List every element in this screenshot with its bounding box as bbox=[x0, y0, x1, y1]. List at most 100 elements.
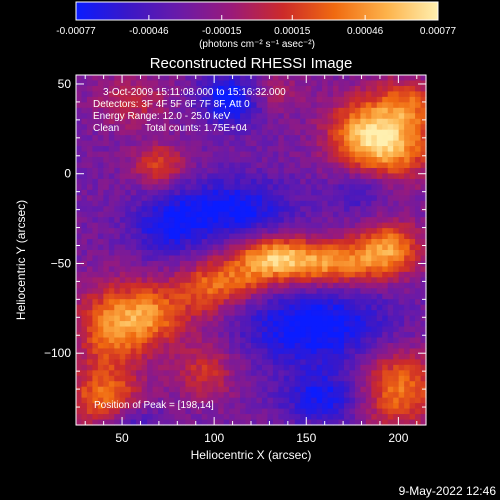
heatmap-cell bbox=[415, 173, 422, 180]
heatmap-cell bbox=[365, 228, 372, 235]
heatmap-cell bbox=[261, 370, 269, 377]
heatmap-cell bbox=[415, 408, 422, 415]
heatmap-cell bbox=[333, 217, 340, 224]
heatmap-cell bbox=[387, 96, 394, 103]
heatmap-cell bbox=[86, 135, 94, 142]
heatmap-cell bbox=[338, 200, 345, 207]
heatmap-cell bbox=[251, 96, 258, 103]
heatmap-cell bbox=[289, 85, 296, 93]
heatmap-cell bbox=[207, 348, 214, 355]
heatmap-cell bbox=[316, 124, 323, 131]
heatmap-cell bbox=[294, 414, 301, 421]
heatmap-cell bbox=[267, 348, 274, 355]
heatmap-cell bbox=[349, 364, 356, 371]
heatmap-cell bbox=[415, 392, 422, 399]
heatmap-cell bbox=[338, 277, 345, 284]
heatmap-cell bbox=[130, 200, 137, 207]
heatmap-cell bbox=[218, 397, 225, 404]
heatmap-cell bbox=[234, 359, 241, 366]
heatmap-cell bbox=[245, 96, 252, 103]
heatmap-cell bbox=[272, 206, 279, 213]
heatmap-cell bbox=[86, 233, 94, 240]
heatmap-cell bbox=[393, 85, 400, 93]
heatmap-cell bbox=[420, 102, 427, 109]
heatmap-cell bbox=[114, 233, 121, 240]
heatmap-cell bbox=[223, 310, 230, 317]
heatmap-cell bbox=[354, 113, 361, 120]
heatmap-cell bbox=[196, 282, 203, 289]
heatmap-cell bbox=[190, 386, 197, 393]
heatmap-cell bbox=[125, 184, 132, 191]
heatmap-cell bbox=[322, 386, 329, 393]
heatmap-cell bbox=[245, 140, 252, 147]
heatmap-cell bbox=[376, 135, 383, 142]
heatmap-cell bbox=[179, 353, 186, 360]
heatmap-cell bbox=[294, 337, 301, 344]
heatmap-cell bbox=[272, 91, 279, 98]
heatmap-cell bbox=[322, 80, 329, 87]
heatmap-cell bbox=[196, 326, 203, 333]
heatmap-cell bbox=[168, 255, 176, 262]
heatmap-cell bbox=[300, 250, 307, 257]
heatmap-cell bbox=[278, 332, 285, 339]
heatmap-cell bbox=[158, 282, 165, 289]
heatmap-cell bbox=[81, 397, 88, 404]
heatmap-cell bbox=[229, 162, 236, 169]
heatmap-cell bbox=[420, 370, 427, 377]
heatmap-cell bbox=[119, 195, 126, 202]
heatmap-cell bbox=[163, 260, 170, 268]
heatmap-cell bbox=[420, 129, 427, 136]
heatmap-cell bbox=[163, 140, 170, 147]
heatmap-cell bbox=[147, 200, 154, 207]
heatmap-cell bbox=[261, 228, 269, 235]
heatmap-cell bbox=[322, 217, 329, 224]
x-tick-label: 200 bbox=[388, 431, 408, 445]
heatmap-cell bbox=[168, 282, 176, 289]
heatmap-cell bbox=[76, 326, 83, 333]
heatmap-cell bbox=[207, 282, 214, 289]
heatmap-cell bbox=[333, 326, 340, 333]
heatmap-cell bbox=[311, 381, 318, 388]
heatmap-cell bbox=[382, 233, 389, 240]
heatmap-cell bbox=[119, 321, 126, 328]
heatmap-cell bbox=[240, 184, 247, 191]
y-tick-label: −50 bbox=[51, 256, 72, 270]
heatmap-cell bbox=[283, 326, 290, 333]
heatmap-cell bbox=[218, 277, 225, 284]
heatmap-cell bbox=[283, 162, 290, 169]
heatmap-cell bbox=[343, 342, 351, 350]
heatmap-cell bbox=[343, 419, 351, 426]
heatmap-cell bbox=[168, 381, 176, 388]
heatmap-cell bbox=[278, 342, 285, 350]
heatmap-cell bbox=[158, 244, 165, 251]
heatmap-cell bbox=[163, 255, 170, 262]
heatmap-cell bbox=[158, 260, 165, 268]
heatmap-cell bbox=[376, 162, 383, 169]
heatmap-cell bbox=[349, 189, 356, 196]
heatmap-cell bbox=[81, 332, 88, 339]
heatmap-cell bbox=[136, 326, 143, 333]
heatmap-cell bbox=[103, 414, 110, 421]
heatmap-cell bbox=[289, 419, 296, 426]
heatmap-cell bbox=[354, 321, 361, 328]
heatmap-cell bbox=[338, 414, 345, 421]
heatmap-cell bbox=[267, 124, 274, 131]
heatmap-cell bbox=[103, 233, 110, 240]
heatmap-cell bbox=[218, 359, 225, 366]
heatmap-cell bbox=[130, 118, 137, 125]
heatmap-cell bbox=[179, 419, 186, 426]
heatmap-cell bbox=[86, 173, 94, 180]
heatmap-cell bbox=[76, 189, 83, 196]
heatmap-cell bbox=[283, 364, 290, 371]
heatmap-cell bbox=[174, 326, 181, 333]
heatmap-cell bbox=[376, 129, 383, 136]
heatmap-cell bbox=[327, 189, 334, 196]
heatmap-cell bbox=[382, 85, 389, 93]
heatmap-cell bbox=[278, 250, 285, 257]
heatmap-cell bbox=[240, 381, 247, 388]
heatmap-cell bbox=[267, 200, 274, 207]
heatmap-cell bbox=[371, 304, 378, 311]
heatmap-cell bbox=[119, 277, 126, 284]
heatmap-cell bbox=[207, 146, 214, 153]
heatmap-cell bbox=[404, 288, 411, 295]
